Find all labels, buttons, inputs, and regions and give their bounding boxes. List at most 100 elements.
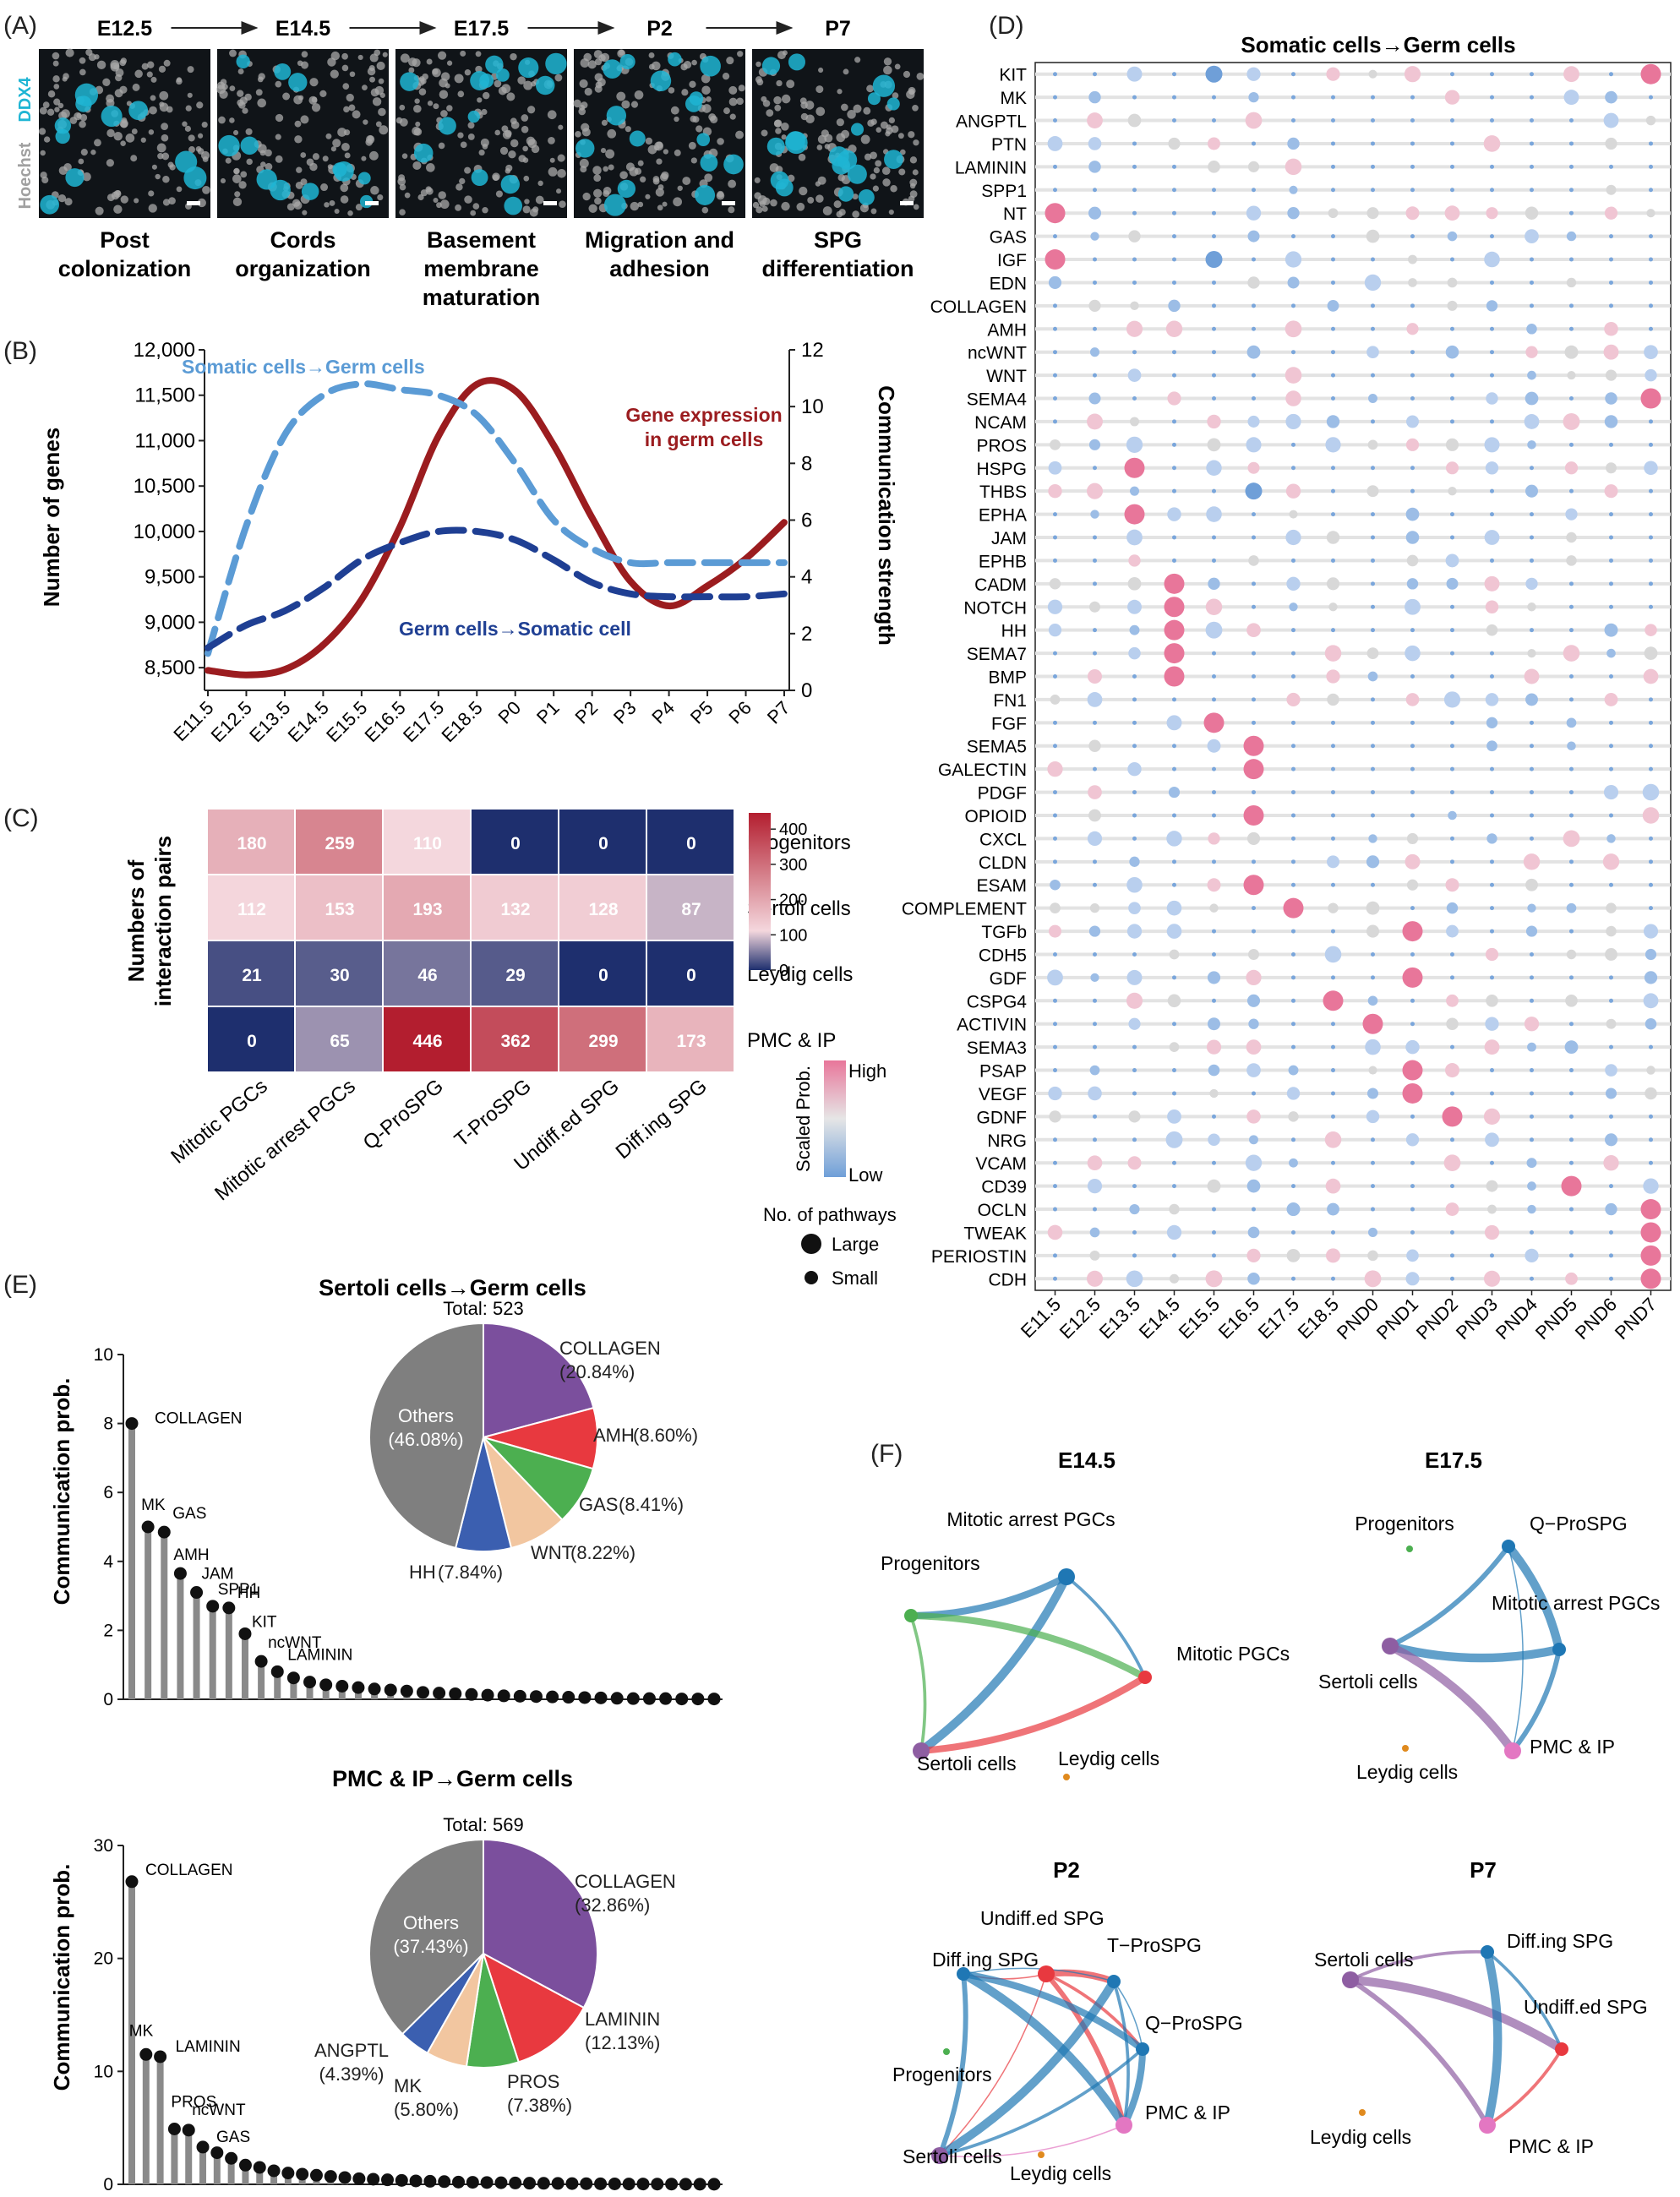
hoechst-nucleus	[913, 169, 919, 175]
dot	[1166, 715, 1182, 731]
dot	[1410, 951, 1415, 957]
dot	[1643, 993, 1659, 1009]
hoechst-nucleus	[432, 68, 441, 78]
micrograph-cells	[216, 50, 388, 216]
dot	[1132, 1184, 1137, 1189]
dot	[1285, 483, 1301, 499]
dot	[1367, 671, 1378, 682]
hoechst-nucleus	[287, 203, 295, 210]
hoechst-nucleus	[596, 81, 603, 88]
dot	[1246, 994, 1261, 1007]
dot	[1649, 720, 1653, 725]
dot	[1604, 206, 1618, 220]
dot	[1132, 1229, 1137, 1235]
lollipop-label: JAM	[202, 1566, 234, 1584]
dot	[1247, 948, 1260, 960]
hoechst-nucleus	[755, 206, 762, 213]
hoechst-nucleus	[870, 208, 876, 214]
dot	[1566, 555, 1577, 566]
pie-slice	[368, 1322, 484, 1550]
lollipop-head	[578, 1691, 592, 1704]
dot	[1366, 229, 1380, 243]
dot	[1486, 207, 1498, 220]
dot	[1208, 1064, 1220, 1077]
pie-slice-name: Others	[398, 1405, 454, 1426]
hoechst-nucleus	[689, 81, 695, 88]
pathway-label: ESAM	[976, 876, 1027, 896]
network-edge	[937, 1973, 968, 2157]
dot	[1212, 697, 1216, 702]
hoechst-nucleus	[682, 177, 690, 185]
hoechst-nucleus	[895, 63, 901, 69]
dot	[1645, 1017, 1657, 1030]
dot	[1325, 1178, 1341, 1194]
ddx4-cell	[468, 111, 480, 123]
hoechst-nucleus	[910, 156, 917, 163]
hoechst-nucleus	[119, 59, 126, 66]
dot	[1208, 137, 1220, 150]
dot	[1205, 251, 1223, 269]
stage-caption: Basement	[427, 227, 536, 253]
dot	[1089, 903, 1100, 913]
hoechst-nucleus	[728, 206, 734, 213]
dot	[1645, 368, 1657, 382]
dot	[1212, 488, 1216, 493]
micrograph-cells	[39, 48, 210, 215]
x-tick-label: E13.5	[245, 697, 294, 746]
dot	[1490, 373, 1494, 378]
hoechst-nucleus	[866, 84, 874, 92]
pathway-label: PSAP	[979, 1062, 1027, 1082]
hoechst-nucleus	[369, 77, 375, 83]
lollipop-head	[562, 1691, 575, 1704]
dot	[1490, 766, 1494, 771]
hoechst-nucleus	[370, 186, 379, 194]
dot	[1243, 804, 1264, 826]
stage-caption: SPG	[814, 227, 862, 253]
dot	[1252, 257, 1256, 262]
dot	[1490, 488, 1494, 493]
dot	[1053, 744, 1057, 749]
line-chart: 8,5009,0009,50010,00010,50011,00011,5001…	[134, 339, 824, 746]
hoechst-nucleus	[537, 181, 543, 186]
dot	[1530, 512, 1534, 517]
ddx4-cell	[56, 129, 70, 144]
dot	[1605, 948, 1617, 961]
lollipop-head	[551, 2177, 565, 2190]
hoechst-nucleus	[110, 60, 119, 69]
lollipop-y-tick-label: 0	[103, 1690, 113, 1709]
dot	[1569, 697, 1574, 702]
dot	[1323, 990, 1344, 1011]
dot	[1371, 604, 1375, 609]
dot	[1410, 234, 1415, 239]
dot	[1405, 1039, 1420, 1055]
hoechst-nucleus	[737, 51, 743, 57]
hoechst-nucleus	[903, 71, 910, 78]
lollipop-head	[707, 1693, 721, 1706]
dot	[1490, 929, 1494, 934]
legend-small-dot	[805, 1271, 818, 1284]
ddx4-cell	[128, 101, 148, 120]
dot	[1410, 998, 1415, 1003]
sertoli-pie-chart: Total: 523COLLAGEN(20.84%)AMH(8.60%)GAS(…	[368, 1298, 698, 1583]
stage-tick-label: E17.5	[1254, 1294, 1303, 1343]
dot	[1050, 695, 1061, 705]
stage-caption: colonization	[58, 256, 192, 281]
hoechst-nucleus	[847, 110, 856, 119]
hoechst-nucleus	[839, 209, 846, 215]
dot	[1410, 906, 1415, 911]
dot	[1212, 303, 1216, 308]
x-tick-label: E12.5	[207, 697, 256, 746]
hoechst-nucleus	[585, 88, 592, 95]
network-node	[1342, 1971, 1359, 1988]
dot	[1208, 1017, 1220, 1031]
dot	[1410, 95, 1415, 100]
dot	[1212, 674, 1216, 679]
pie-slice-pct: (12.13%)	[585, 2032, 660, 2053]
dot	[1132, 744, 1137, 749]
dot	[1446, 994, 1459, 1007]
dot	[1053, 836, 1057, 841]
hoechst-nucleus	[159, 91, 168, 101]
pie-slice-pct: (4.39%)	[319, 2063, 384, 2085]
dot	[1087, 1155, 1103, 1171]
hoechst-nucleus	[43, 101, 50, 108]
